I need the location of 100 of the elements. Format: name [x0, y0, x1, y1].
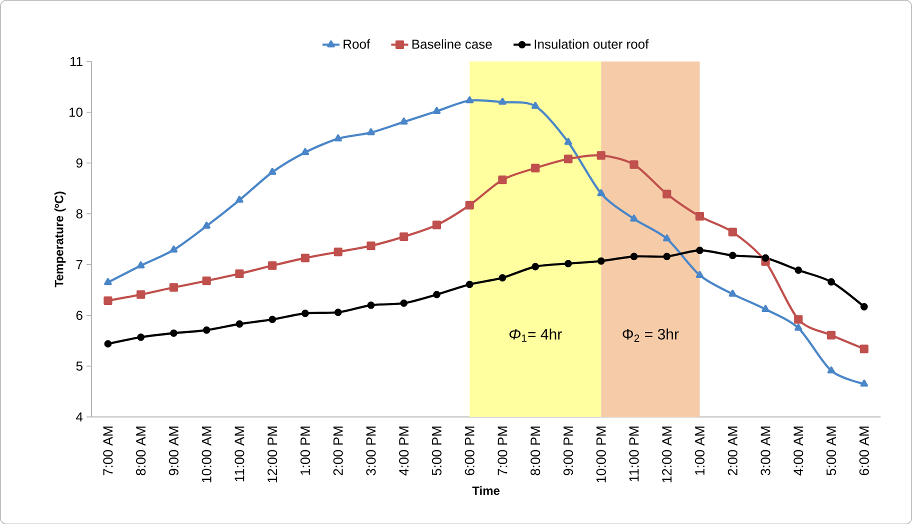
legend-label: Roof: [344, 39, 370, 49]
point: [564, 260, 572, 268]
x-tick-label: 8:00 PM: [530, 426, 540, 475]
point: [465, 200, 474, 210]
point: [596, 150, 606, 160]
point: [367, 128, 375, 136]
y-axis-title: Temperature (ºC): [54, 191, 66, 287]
point: [663, 252, 671, 260]
point: [400, 232, 408, 241]
band-label: Φ$_{2}$ = 3hr: [622, 328, 679, 342]
point: [104, 278, 112, 285]
point: [400, 117, 408, 124]
point: [367, 301, 375, 309]
point: [695, 212, 704, 220]
point: [794, 266, 802, 274]
point: [827, 366, 836, 374]
point: [794, 324, 802, 331]
point: [696, 270, 704, 278]
point: [202, 326, 210, 334]
point: [794, 314, 803, 324]
point: [137, 333, 145, 341]
x-tick-label: 10:00 AM: [202, 426, 212, 482]
point: [531, 164, 540, 172]
band-label: Φ$_{1}$= 4hr: [510, 328, 562, 342]
x-tick-label: 12:00 PM: [268, 426, 278, 482]
y-tick-label: 9: [76, 158, 82, 168]
point: [498, 175, 507, 184]
point: [696, 246, 704, 254]
point: [466, 280, 474, 288]
y-tick-label: 10: [70, 107, 82, 117]
point: [236, 196, 244, 203]
point: [432, 220, 442, 230]
point: [301, 148, 310, 155]
point: [728, 228, 737, 236]
point: [433, 290, 440, 298]
point: [104, 340, 112, 348]
x-tick-label: 4:00 PM: [399, 426, 409, 476]
point: [630, 214, 638, 222]
point: [236, 320, 244, 328]
x-tick-label: 2:00 PM: [333, 426, 343, 475]
point: [202, 221, 210, 228]
x-tick-label: 3:00 AM: [760, 426, 770, 476]
x-tick-label: 2:00 AM: [728, 426, 738, 475]
point: [202, 276, 211, 285]
point: [466, 96, 474, 104]
point: [136, 261, 145, 268]
point: [728, 290, 737, 297]
y-tick-label: 7: [76, 260, 82, 269]
point: [170, 329, 178, 337]
point: [597, 188, 605, 196]
x-tick-label: 8:00 AM: [136, 426, 146, 475]
y-tick-label: 4: [76, 412, 83, 422]
point: [762, 304, 770, 312]
point: [662, 234, 671, 242]
legend-label: Insulation outer roof: [534, 39, 649, 49]
point: [104, 296, 112, 305]
x-tick-label: 9:00 AM: [168, 426, 178, 475]
point: [532, 262, 540, 270]
point: [826, 330, 836, 340]
point: [268, 168, 276, 175]
point: [531, 102, 540, 109]
point: [828, 278, 835, 286]
point: [597, 257, 605, 265]
point: [366, 241, 376, 250]
x-tick-label: 11:00 PM: [629, 426, 639, 482]
y-tick-label: 5: [76, 361, 82, 370]
x-tick-label: 7:00 AM: [103, 426, 113, 475]
point: [432, 106, 441, 114]
x-tick-label: 1:00 AM: [694, 426, 705, 475]
point: [860, 344, 868, 353]
y-tick-label: 6: [76, 310, 82, 320]
point: [662, 189, 672, 198]
x-tick-label: 5:00 PM: [432, 426, 442, 476]
point: [630, 252, 638, 260]
point: [268, 316, 276, 323]
point: [860, 302, 868, 310]
x-tick-label: 5:00 AM: [826, 426, 836, 476]
point: [564, 154, 573, 164]
point: [334, 247, 342, 256]
x-tick-label: 12:00 AM: [662, 426, 672, 482]
x-axis-title: Time: [472, 486, 500, 495]
point: [302, 309, 309, 317]
point: [334, 134, 342, 142]
x-tick-label: 4:00 AM: [794, 426, 804, 476]
y-tick-label: 11: [70, 56, 82, 66]
point: [564, 138, 572, 145]
x-tick-label: 10:00 PM: [596, 426, 606, 482]
legend-label: Baseline case: [412, 39, 492, 49]
point: [300, 253, 310, 262]
y-tick-label: 8: [76, 208, 82, 218]
point: [498, 274, 506, 282]
point: [170, 245, 178, 252]
point: [860, 379, 868, 386]
x-tick-label: 11:00 AM: [234, 426, 244, 482]
x-tick-label: 1:00 PM: [300, 426, 310, 475]
x-tick-label: 6:00 PM: [464, 426, 474, 475]
point: [136, 290, 146, 299]
point: [728, 252, 736, 259]
x-tick-label: 9:00 PM: [563, 426, 574, 475]
point: [334, 308, 342, 316]
